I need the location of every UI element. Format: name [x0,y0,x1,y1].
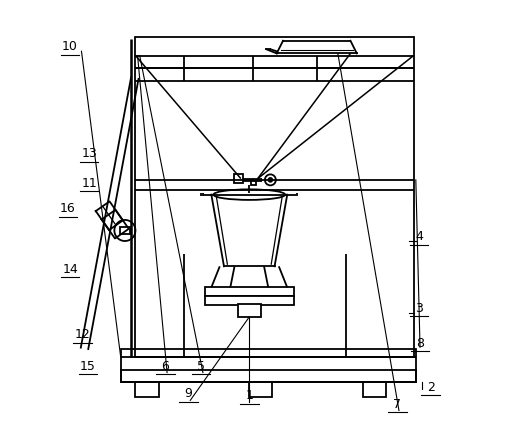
Text: 13: 13 [81,147,97,160]
Text: 8: 8 [416,337,424,350]
Circle shape [268,178,272,182]
Text: 6: 6 [161,360,169,373]
Bar [121,370,416,382]
Bar [238,304,261,317]
Bar [121,349,416,382]
Bar [135,36,414,357]
Bar [135,382,159,397]
Text: 15: 15 [80,360,96,373]
Bar [205,286,294,296]
Bar [249,382,272,397]
Text: 7: 7 [393,398,401,410]
Text: 3: 3 [415,302,423,315]
Bar [251,180,257,185]
Text: 1: 1 [245,389,253,402]
Bar [120,227,130,234]
Text: 10: 10 [62,40,78,53]
Text: 9: 9 [185,387,193,401]
Bar [363,382,386,397]
Bar [234,174,243,183]
Text: 5: 5 [197,360,205,373]
Text: 4: 4 [415,230,423,243]
Text: 14: 14 [62,263,78,276]
Text: 12: 12 [75,328,91,341]
Bar [205,296,294,305]
Text: 2: 2 [426,381,434,394]
Text: 16: 16 [60,202,76,215]
Text: 11: 11 [81,176,97,190]
